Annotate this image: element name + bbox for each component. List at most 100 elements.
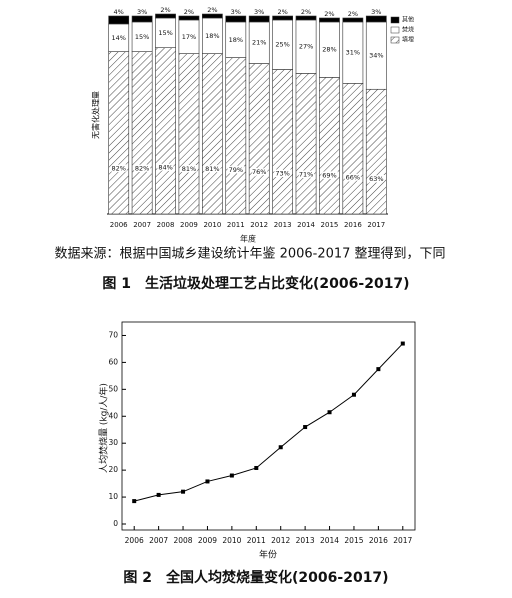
bar-segment [155, 13, 176, 19]
data-label: 14% [111, 34, 125, 42]
data-label: 82% [135, 165, 149, 173]
data-label: 3% [371, 8, 381, 16]
bar-segment [155, 47, 176, 215]
x-tick-label: 2011 [247, 536, 266, 545]
bar-segment [202, 53, 223, 215]
x-tick-label: 2009 [198, 536, 217, 545]
x-tick-label: 2007 [149, 536, 168, 545]
marker [278, 445, 283, 450]
x-tick-label: 2014 [297, 221, 315, 229]
bar-segment [131, 15, 153, 23]
data-label: 81% [182, 165, 196, 173]
x-tick-label: 2006 [125, 536, 144, 545]
chart-1: 无害化处理量 年度 数据来源：根据中国城乡建设统计年鉴 2006-2017 整理… [54, 6, 445, 292]
x-tick-label: 2016 [344, 221, 362, 229]
bar-segment [108, 51, 130, 215]
marker [156, 492, 161, 497]
chart-2: 人均焚烧量 (kg/人/年) 年份 图 2 全国人均焚烧量变化(2006-201… [98, 321, 416, 586]
figure-caption: 图 2 全国人均焚烧量变化(2006-2017) [123, 569, 388, 586]
legend-label: 其他 [402, 16, 414, 24]
data-label: 71% [299, 171, 313, 179]
x-axis-label: 年份 [259, 549, 277, 561]
marker [181, 489, 186, 494]
bar-segment [295, 15, 317, 21]
data-label: 2% [348, 10, 358, 18]
data-label: 82% [111, 165, 125, 173]
bar-segment [272, 15, 293, 21]
x-tick-label: 2008 [173, 536, 192, 545]
data-label: 2% [301, 8, 311, 16]
data-label: 25% [275, 41, 289, 49]
data-label: 79% [229, 166, 243, 174]
x-tick-label: 2012 [271, 536, 290, 545]
x-tick-label: 2013 [296, 536, 315, 545]
x-tick-label: 2009 [180, 221, 198, 229]
marker [254, 465, 259, 470]
legend-swatch [390, 16, 400, 24]
data-label: 3% [231, 8, 241, 16]
source-note: 数据来源：根据中国城乡建设统计年鉴 2006-2017 整理得到，下同 [54, 246, 445, 262]
line-series [134, 343, 404, 502]
data-label: 84% [158, 163, 172, 171]
data-label: 73% [275, 170, 289, 178]
bar-segment [225, 15, 247, 23]
marker [400, 341, 405, 346]
x-tick-label: 2010 [203, 221, 221, 229]
bar-segment [365, 88, 387, 215]
data-label: 17% [182, 33, 196, 41]
bar-segment [248, 15, 270, 23]
data-label: 2% [277, 8, 287, 16]
data-label: 3% [254, 8, 264, 16]
x-tick-label: 2012 [250, 221, 268, 229]
bar-segment [295, 73, 317, 215]
data-label: 27% [299, 43, 313, 51]
marker [376, 367, 381, 372]
figure-caption: 图 1 生活垃圾处理工艺占比变化(2006-2017) [102, 275, 409, 292]
data-label: 4% [114, 8, 124, 16]
bar-segment [319, 17, 340, 23]
marker [205, 479, 210, 484]
marker [229, 473, 234, 478]
bar-segment [202, 13, 223, 19]
x-tick-label: 2008 [157, 221, 175, 229]
data-label: 34% [369, 52, 383, 60]
x-tick-label: 2006 [110, 221, 128, 229]
y-tick-label: 10 [108, 492, 118, 501]
marker [132, 499, 137, 504]
bar-segment [108, 15, 130, 25]
bar-segment [342, 83, 364, 215]
legend-label: 填埋 [402, 36, 414, 44]
marker [303, 425, 308, 430]
data-label: 18% [229, 36, 243, 44]
x-tick-label: 2013 [274, 221, 292, 229]
legend-swatch [390, 26, 400, 34]
legend-swatch [390, 36, 400, 44]
plot-frame [121, 321, 416, 531]
bar-segment [131, 51, 153, 215]
data-label: 81% [205, 165, 219, 173]
y-tick-label: 40 [108, 411, 118, 420]
x-tick-label: 2016 [369, 536, 388, 545]
x-tick-label: 2017 [367, 221, 385, 229]
data-label: 28% [322, 46, 336, 54]
bar-segment [365, 15, 387, 23]
data-label: 2% [160, 6, 170, 14]
data-label: 69% [322, 172, 336, 180]
y-tick-label: 60 [108, 357, 118, 366]
marker [351, 392, 356, 397]
marker [327, 410, 332, 415]
bar-segment [319, 77, 340, 215]
data-label: 2% [184, 8, 194, 16]
x-axis-label: 年度 [240, 234, 256, 244]
x-tick-label: 2014 [320, 536, 339, 545]
x-tick-label: 2007 [133, 221, 151, 229]
data-label: 2% [324, 10, 334, 18]
data-label: 2% [207, 6, 217, 14]
x-tick-label: 2017 [393, 536, 412, 545]
y-tick-label: 30 [108, 438, 118, 447]
y-tick-label: 20 [108, 465, 118, 474]
x-tick-label: 2015 [344, 536, 363, 545]
data-label: 31% [346, 49, 360, 57]
y-tick-label: 70 [108, 330, 118, 339]
bar-segment [225, 57, 247, 215]
